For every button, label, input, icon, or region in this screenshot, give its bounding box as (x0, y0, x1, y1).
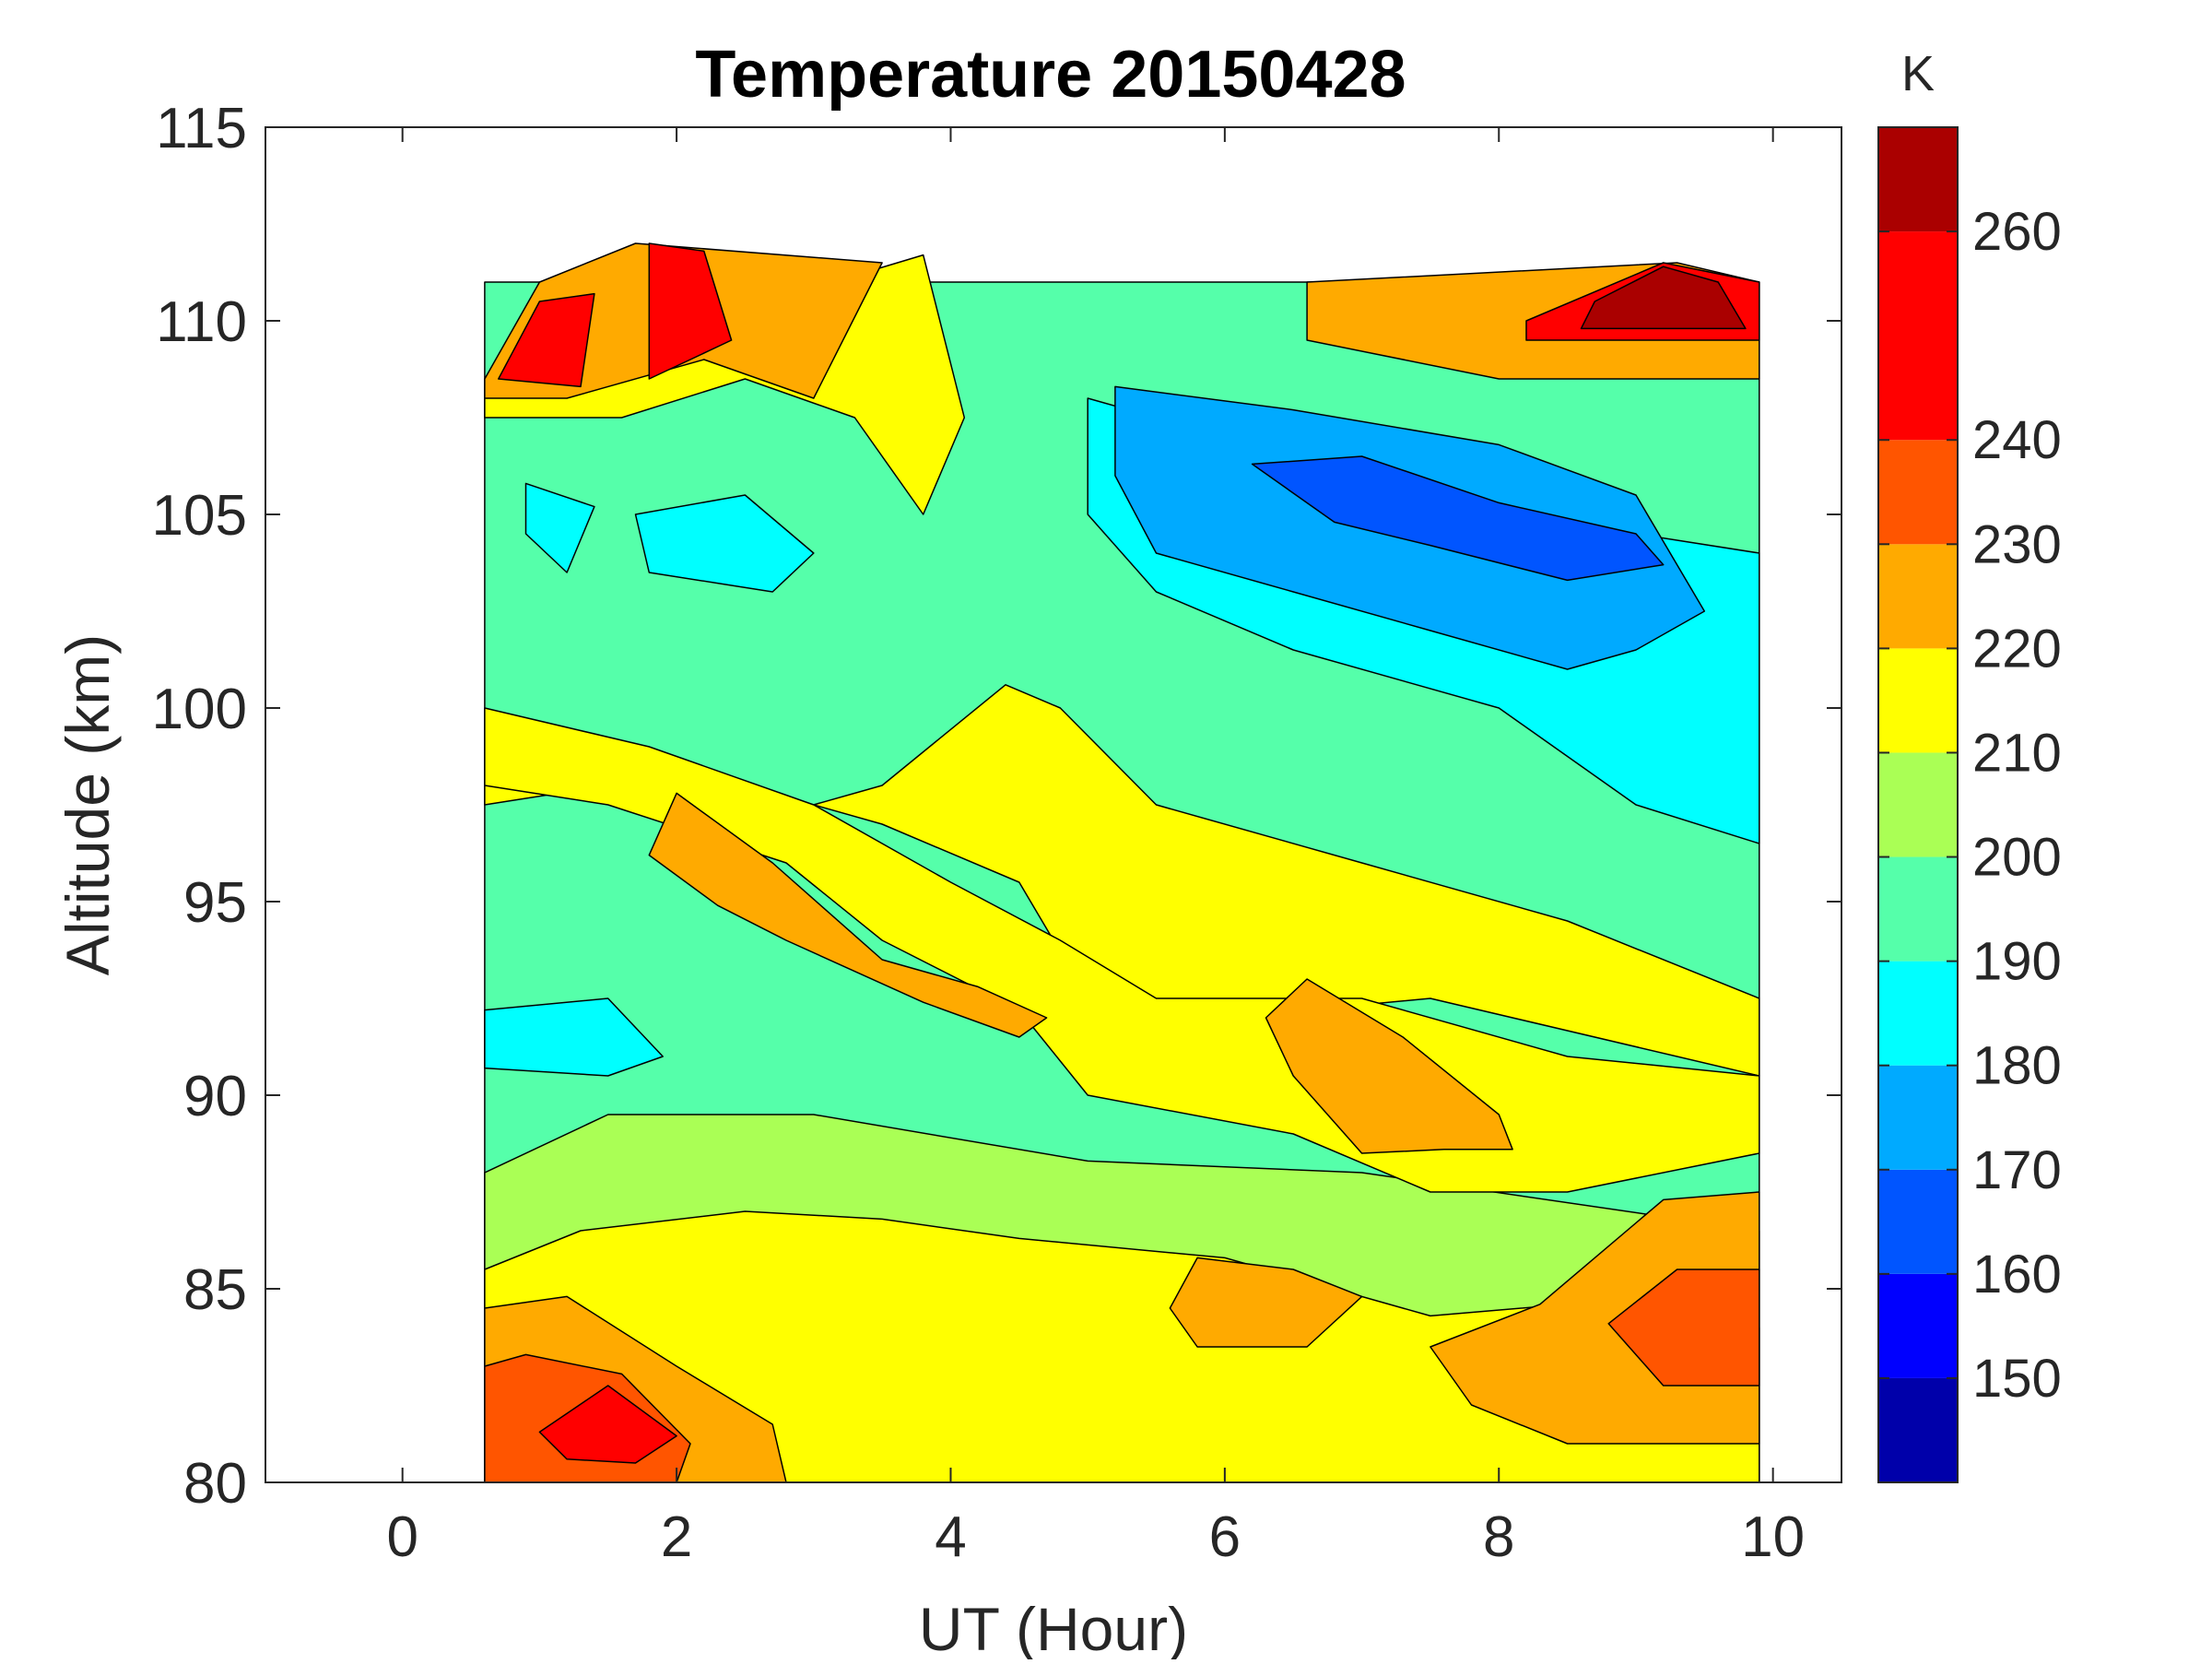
x-tick-label: 0 (386, 1505, 418, 1569)
contour-region-mid-orange-right (1265, 978, 1513, 1154)
colorbar-tick-label: 180 (1972, 1036, 2062, 1096)
contour-region-lower-red-right (1607, 1269, 1760, 1387)
contour-region-upper-cyan-far-left (524, 482, 595, 573)
colorbar-segment-220-230 (1878, 544, 1958, 649)
chart-title: Temperature 20150428 (695, 38, 1406, 112)
colorbar-tick-label: 230 (1972, 514, 2062, 574)
contour-region-mid-cyan-left (484, 997, 664, 1077)
contour-region-lower-orange-center (1169, 1257, 1363, 1348)
colorbar-tick-label: 160 (1972, 1245, 2062, 1304)
colorbar-segment-170-180 (1878, 1065, 1958, 1170)
colorbar-tick-label: 200 (1972, 828, 2062, 888)
y-tick-label: 115 (156, 97, 247, 160)
colorbar-tick-label: 260 (1972, 202, 2062, 262)
contour-region-top-red-2 (648, 242, 733, 380)
y-tick-label: 95 (183, 871, 247, 935)
colorbar-tick-label: 220 (1972, 619, 2062, 679)
colorbar-segment-160-170 (1878, 1169, 1958, 1274)
colorbar-segments (1878, 127, 1958, 1482)
y-tick-label: 90 (183, 1065, 247, 1128)
contour-region-top-right-darkred (1580, 266, 1747, 330)
colorbar-segment-260-270 (1878, 127, 1958, 232)
colorbar-tick-label: 240 (1972, 410, 2062, 470)
x-tick-label: 8 (1483, 1505, 1514, 1569)
colorbar-segment-150-160 (1878, 1273, 1958, 1378)
colorbar-tick-label: 190 (1972, 932, 2062, 992)
y-tick-label: 100 (152, 678, 247, 741)
y-tick-label: 80 (183, 1452, 247, 1516)
contour-region-upper-cyan-left (634, 494, 815, 593)
x-tick-label: 2 (661, 1505, 692, 1569)
colorbar-ticks: 150 160 170 180 190 200 210 220 230 240 260 (1878, 202, 2062, 1409)
colorbar-tick-label: 170 (1972, 1140, 2062, 1200)
colorbar-segment-180-190 (1878, 961, 1958, 1066)
y-tick-label: 85 (183, 1258, 247, 1322)
colorbar-segment-240-260 (1878, 231, 1958, 441)
contour-region-lower-deep-red (538, 1385, 677, 1464)
x-axis-label: UT (Hour) (919, 1595, 1188, 1659)
contour-region-upper-darkblue (1251, 455, 1665, 582)
y-axis-ticks: 80 85 90 95 100 105 110 115 (152, 97, 1841, 1516)
x-tick-label: 6 (1209, 1505, 1241, 1569)
contour-regions (484, 242, 1760, 1482)
y-tick-label: 110 (156, 290, 247, 354)
colorbar-segment-210-220 (1878, 648, 1958, 753)
colorbar-segment-230-240 (1878, 440, 1958, 545)
x-axis-ticks: 0 2 4 6 8 10 (386, 127, 1805, 1569)
x-tick-label: 10 (1741, 1505, 1805, 1569)
contour-region-top-red (498, 292, 595, 388)
colorbar: 150 160 170 180 190 200 210 220 230 240 260 K (1877, 46, 2062, 1483)
y-axis-label: Altitude (km) (53, 634, 122, 975)
colorbar-segment-140-150 (1878, 1377, 1958, 1482)
contour-region-mid-orange-diagonal (648, 792, 1048, 1038)
plot-frame (265, 126, 1842, 1483)
colorbar-segment-190-200 (1878, 856, 1958, 962)
colorbar-unit-label: K (1901, 46, 1935, 101)
x-tick-label: 4 (935, 1505, 966, 1569)
colorbar-frame (1877, 126, 1959, 1483)
colorbar-tick-label: 210 (1972, 723, 2062, 783)
colorbar-tick-label: 150 (1972, 1349, 2062, 1409)
colorbar-segment-200-210 (1878, 752, 1958, 857)
y-tick-label: 105 (152, 484, 247, 548)
plot-area: 0 2 4 6 8 10 80 85 90 95 100 105 110 115 (152, 97, 1842, 1569)
